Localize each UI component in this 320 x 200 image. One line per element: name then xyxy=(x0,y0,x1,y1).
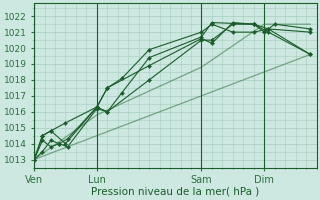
X-axis label: Pression niveau de la mer( hPa ): Pression niveau de la mer( hPa ) xyxy=(91,187,260,197)
